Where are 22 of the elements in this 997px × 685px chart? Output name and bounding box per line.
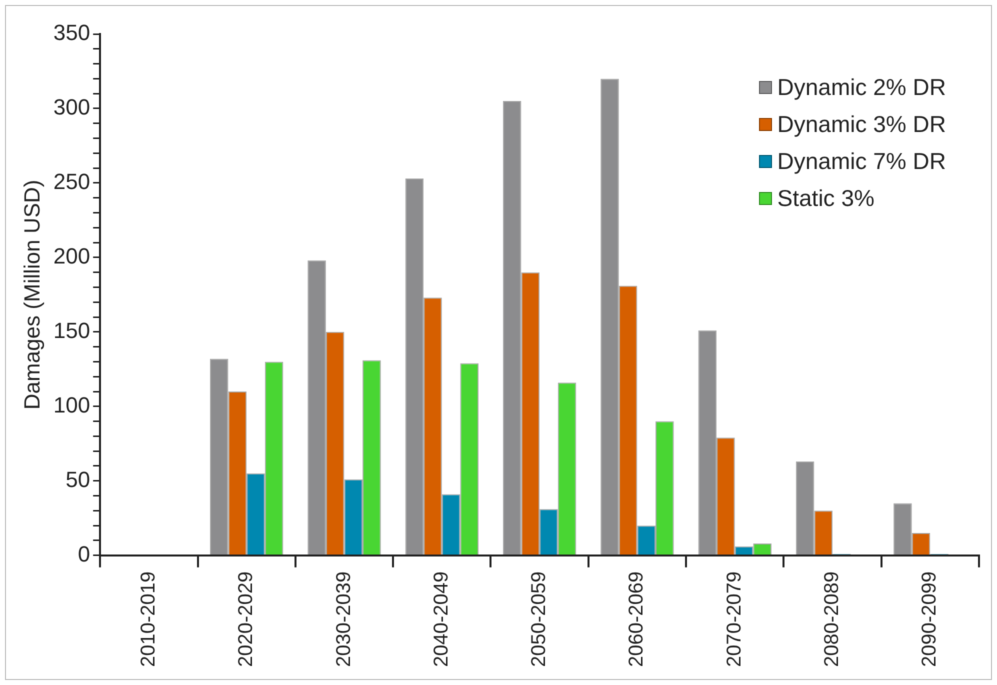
x-tick-label: 2070-2079 — [723, 571, 746, 668]
y-tick-label: 150 — [53, 318, 90, 343]
y-tick-label: 0 — [78, 541, 90, 566]
x-tick-label: 2090-2099 — [918, 571, 941, 668]
x-tick-label: 2050-2059 — [528, 571, 550, 668]
x-tick-label: 2010-2019 — [137, 571, 160, 668]
x-tick-label: 2040-2049 — [430, 571, 452, 668]
y-tick-label: 100 — [53, 392, 90, 418]
legend-label: Static 3% — [777, 185, 874, 211]
y-tick-label: 200 — [53, 244, 90, 268]
x-tick-label: 2060-2069 — [626, 571, 648, 668]
x-tick-label: 2030-2039 — [332, 571, 355, 668]
legend-label: Dynamic 2% DR — [777, 74, 946, 100]
y-tick-label: 350 — [53, 20, 90, 46]
y-tick-label: 250 — [53, 169, 90, 194]
y-axis-title: Damages (Million USD) — [19, 180, 44, 410]
y-tick-label: 50 — [66, 466, 90, 492]
x-tick-label: 2020-2029 — [235, 571, 258, 668]
x-tick-label: 2080-2089 — [821, 571, 844, 668]
y-tick-label: 300 — [53, 94, 90, 120]
legend-label: Dynamic 7% DR — [777, 148, 946, 174]
legend-label: Dynamic 3% DR — [777, 111, 946, 137]
